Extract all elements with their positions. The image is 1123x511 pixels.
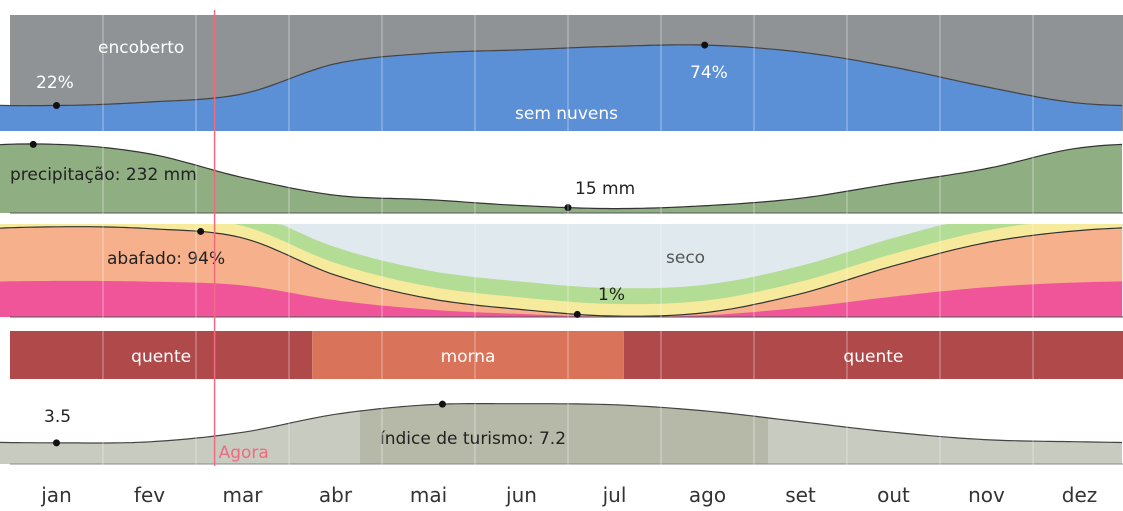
precipitation-area (0, 143, 1122, 213)
month-label-jun: jun (505, 483, 537, 507)
now-marker-label: Agora (219, 443, 269, 463)
humidity-muggy-line (0, 226, 1123, 317)
clouds-clear-area (0, 44, 1122, 131)
precipitation-label: precipitação: 232 mm (10, 165, 197, 185)
humidity-min-label: 1% (598, 285, 625, 305)
temperature-band-1 (312, 331, 624, 379)
month-label-mar: mar (223, 483, 264, 507)
precipitation-panel: precipitação: 232 mm 15 mm (0, 140, 1123, 214)
clouds-min-label: 22% (36, 73, 74, 93)
humidity-muggy-label: abafado: 94% (107, 249, 225, 269)
temperature-band-label-1: morna (441, 347, 496, 367)
tourism-panel: 3.5 índice de turismo: 7.2 (0, 400, 1123, 465)
month-label-out: out (877, 483, 910, 507)
month-label-fev: fev (134, 483, 165, 507)
humidity-panel: abafado: 94% seco 1% (0, 224, 1123, 318)
month-axis: jan fev mar abr mai jun jul ago set out nov dez (40, 483, 1097, 507)
month-label-ago: ago (689, 483, 726, 507)
month-label-dez: dez (1062, 483, 1098, 507)
precipitation-min-label: 15 mm (575, 179, 635, 199)
clouds-overcast-label: encoberto (98, 38, 184, 58)
tourism-label: índice de turismo: 7.2 (380, 429, 566, 449)
tourism-peak-area (360, 403, 768, 464)
temperature-band-2 (623, 331, 1123, 379)
month-label-mai: mai (410, 483, 447, 507)
clouds-max-dot (701, 41, 709, 49)
tourism-min-label: 3.5 (44, 407, 71, 427)
humidity-min-dot (573, 310, 581, 318)
precipitation-max-dot (29, 140, 37, 148)
humidity-dry-label: seco (666, 248, 705, 268)
clouds-clear-label: sem nuvens (515, 104, 618, 124)
temperature-band-label-0: quente (131, 347, 191, 367)
clouds-boundary-line (0, 44, 1123, 107)
tourism-line (0, 403, 1123, 444)
clouds-max-label: 74% (690, 63, 728, 83)
month-label-nov: nov (968, 483, 1005, 507)
month-label-jan: jan (40, 483, 72, 507)
month-label-jul: jul (602, 483, 627, 507)
clouds-min-dot (53, 101, 60, 109)
temperature-panel: quente morna quente (10, 331, 1123, 379)
clouds-panel: encoberto sem nuvens 22% 74% (0, 15, 1123, 131)
month-gridlines (102, 10, 1034, 470)
humidity-oppressive-band (0, 280, 1122, 317)
precipitation-line (0, 143, 1123, 210)
humidity-max-dot (197, 227, 205, 235)
month-label-set: set (785, 483, 816, 507)
temperature-band-0 (10, 331, 313, 379)
month-label-abr: abr (319, 483, 353, 507)
temperature-band-label-2: quente (843, 347, 903, 367)
tourism-min-dot (53, 439, 60, 447)
precipitation-min-dot (564, 204, 572, 212)
tourism-max-dot (438, 400, 446, 408)
